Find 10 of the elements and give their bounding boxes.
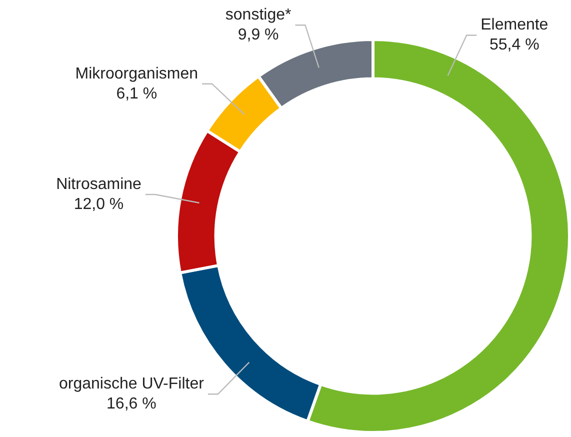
slice-label: organische UV-Filter: [58, 376, 205, 393]
data-label: 55,4 %: [490, 36, 540, 54]
data-label: 6,1 %: [116, 85, 158, 102]
data-label: 12,0 %: [74, 196, 124, 213]
data-label: 9,9 %: [238, 26, 279, 44]
slice-label: Mikroorganismen: [75, 65, 198, 82]
slice-label: Nitrosamine: [56, 176, 142, 193]
slice-label: Elemente: [480, 16, 548, 34]
slice-label: sonstige*: [225, 6, 292, 24]
data-label: 16,6 %: [106, 396, 156, 413]
